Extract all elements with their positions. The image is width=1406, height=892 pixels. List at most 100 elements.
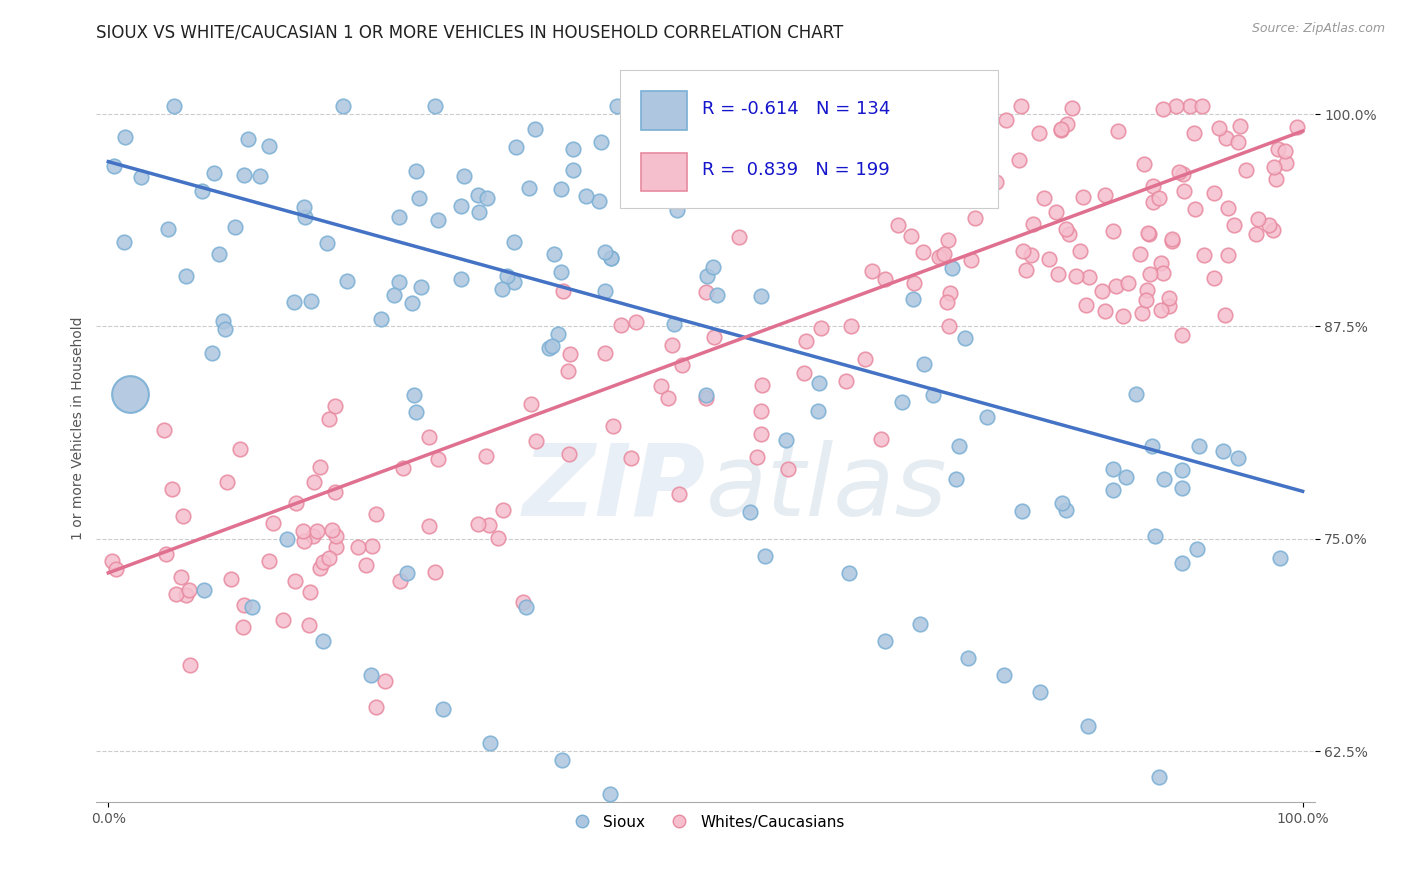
Point bbox=[1257, 219, 1279, 233]
Point bbox=[418, 519, 440, 533]
Point bbox=[321, 523, 343, 537]
Point bbox=[364, 507, 387, 521]
Point bbox=[427, 212, 450, 227]
Text: ZIP: ZIP bbox=[523, 440, 706, 537]
Point bbox=[318, 412, 340, 426]
Text: atlas: atlas bbox=[706, 440, 948, 537]
Point bbox=[1213, 308, 1236, 322]
Point bbox=[405, 405, 427, 419]
Point bbox=[1102, 462, 1125, 476]
Point bbox=[1167, 165, 1189, 179]
Point bbox=[749, 404, 772, 418]
Point bbox=[1161, 234, 1184, 248]
Point bbox=[104, 562, 127, 576]
Point bbox=[593, 345, 616, 359]
Point bbox=[1125, 386, 1147, 401]
Point bbox=[1171, 327, 1194, 342]
Point bbox=[1229, 119, 1251, 133]
Point bbox=[891, 394, 914, 409]
Point bbox=[450, 272, 472, 286]
Point bbox=[1064, 268, 1087, 283]
Point bbox=[336, 274, 359, 288]
Point bbox=[1105, 279, 1128, 293]
Point bbox=[901, 292, 924, 306]
Point bbox=[1112, 309, 1135, 323]
Point bbox=[648, 98, 671, 112]
Point bbox=[537, 342, 560, 356]
Point bbox=[1191, 98, 1213, 112]
Point bbox=[1187, 541, 1209, 556]
Point bbox=[232, 620, 254, 634]
Point bbox=[883, 145, 905, 159]
Point bbox=[401, 296, 423, 310]
Point bbox=[993, 668, 1015, 682]
Point bbox=[1212, 443, 1234, 458]
Point bbox=[595, 284, 617, 298]
Point bbox=[402, 388, 425, 402]
Point bbox=[599, 787, 621, 801]
Point bbox=[606, 98, 628, 112]
Point bbox=[665, 203, 688, 218]
Point bbox=[211, 314, 233, 328]
Point bbox=[1149, 770, 1171, 784]
Point bbox=[176, 268, 198, 283]
Point bbox=[638, 152, 661, 166]
Point bbox=[1152, 103, 1174, 117]
Point bbox=[807, 404, 830, 418]
Point bbox=[292, 200, 315, 214]
Point bbox=[1057, 227, 1080, 241]
Point bbox=[810, 320, 832, 334]
Point bbox=[1101, 224, 1123, 238]
Point bbox=[1008, 153, 1031, 167]
Point bbox=[976, 410, 998, 425]
Point bbox=[1116, 276, 1139, 290]
Point bbox=[1263, 160, 1285, 174]
Point bbox=[1054, 222, 1077, 236]
Point bbox=[922, 388, 945, 402]
Point bbox=[325, 528, 347, 542]
Point bbox=[793, 366, 815, 380]
Point bbox=[292, 534, 315, 549]
Point bbox=[950, 170, 973, 185]
Point bbox=[1069, 244, 1091, 258]
Text: SIOUX VS WHITE/CAUCASIAN 1 OR MORE VEHICLES IN HOUSEHOLD CORRELATION CHART: SIOUX VS WHITE/CAUCASIAN 1 OR MORE VEHIC… bbox=[97, 24, 844, 42]
Point bbox=[512, 595, 534, 609]
Point bbox=[382, 288, 405, 302]
Text: R =  0.839   N = 199: R = 0.839 N = 199 bbox=[702, 161, 890, 179]
Point bbox=[662, 317, 685, 331]
Point bbox=[294, 210, 316, 224]
Point bbox=[486, 531, 509, 545]
Point bbox=[1153, 472, 1175, 486]
Point bbox=[315, 235, 337, 250]
Point bbox=[911, 244, 934, 259]
Point bbox=[1157, 299, 1180, 313]
Point bbox=[392, 461, 415, 475]
Point bbox=[1137, 227, 1160, 241]
Point bbox=[668, 487, 690, 501]
Point bbox=[675, 124, 697, 138]
Point bbox=[960, 253, 983, 268]
Point bbox=[696, 131, 718, 145]
Point bbox=[233, 168, 256, 182]
Point bbox=[838, 566, 860, 580]
Point bbox=[714, 160, 737, 174]
Point bbox=[297, 618, 319, 632]
Point bbox=[193, 582, 215, 597]
Point bbox=[1107, 123, 1129, 137]
Point bbox=[963, 149, 986, 163]
Point bbox=[550, 265, 572, 279]
Point bbox=[257, 554, 280, 568]
Point bbox=[491, 282, 513, 296]
Point bbox=[600, 252, 623, 266]
Point bbox=[332, 98, 354, 112]
Point bbox=[1071, 190, 1094, 204]
Point bbox=[1078, 269, 1101, 284]
Point bbox=[945, 472, 967, 486]
Bar bbox=[641, 153, 688, 192]
Point bbox=[1178, 98, 1201, 112]
Point bbox=[323, 484, 346, 499]
Point bbox=[1270, 550, 1292, 565]
Point bbox=[496, 268, 519, 283]
Point bbox=[541, 338, 564, 352]
Point bbox=[103, 159, 125, 173]
